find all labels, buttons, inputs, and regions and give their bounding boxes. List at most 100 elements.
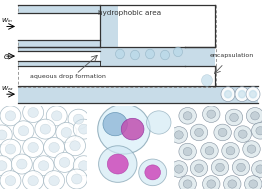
Circle shape	[23, 171, 43, 189]
Bar	[118, 5, 185, 46]
Circle shape	[222, 143, 239, 159]
Text: hydrophobic area: hydrophobic area	[99, 9, 162, 15]
Circle shape	[173, 47, 183, 57]
Circle shape	[230, 113, 238, 122]
Circle shape	[203, 106, 220, 122]
Circle shape	[251, 112, 259, 120]
Circle shape	[17, 159, 27, 169]
Circle shape	[226, 147, 235, 155]
Circle shape	[179, 176, 196, 189]
Circle shape	[195, 128, 203, 137]
Circle shape	[51, 111, 62, 121]
Bar	[185, 66, 215, 86]
Circle shape	[256, 127, 262, 135]
Circle shape	[252, 161, 262, 177]
Circle shape	[252, 122, 262, 139]
Text: $\mathit{W}_{ex}$: $\mathit{W}_{ex}$	[1, 84, 14, 93]
Circle shape	[59, 157, 70, 167]
Circle shape	[201, 143, 218, 159]
Circle shape	[244, 176, 262, 189]
Circle shape	[203, 176, 220, 189]
Circle shape	[183, 112, 192, 120]
Bar	[18, 46, 185, 66]
Circle shape	[54, 152, 75, 172]
Circle shape	[161, 50, 170, 60]
Circle shape	[23, 102, 43, 122]
Bar	[18, 5, 216, 87]
Circle shape	[223, 176, 241, 189]
Circle shape	[0, 130, 7, 140]
Circle shape	[246, 87, 260, 102]
Circle shape	[234, 126, 252, 143]
Circle shape	[232, 159, 250, 176]
Circle shape	[70, 141, 80, 151]
Circle shape	[190, 124, 208, 141]
Circle shape	[145, 49, 155, 59]
Bar	[18, 51, 100, 61]
Circle shape	[72, 174, 82, 184]
Circle shape	[201, 75, 212, 86]
Circle shape	[0, 161, 7, 171]
Circle shape	[35, 119, 56, 139]
Circle shape	[39, 161, 49, 171]
Bar	[185, 46, 215, 67]
Circle shape	[179, 108, 196, 124]
Circle shape	[225, 91, 232, 98]
Circle shape	[73, 119, 94, 139]
Circle shape	[28, 176, 39, 186]
Circle shape	[40, 124, 51, 134]
Circle shape	[66, 169, 87, 189]
Circle shape	[23, 137, 43, 157]
Circle shape	[183, 180, 192, 188]
Circle shape	[216, 163, 224, 172]
Circle shape	[256, 165, 262, 173]
Circle shape	[237, 163, 245, 172]
Circle shape	[68, 109, 89, 129]
Circle shape	[5, 176, 16, 186]
Circle shape	[174, 131, 183, 139]
Circle shape	[249, 91, 256, 98]
Bar	[185, 46, 215, 86]
Circle shape	[130, 50, 139, 60]
Circle shape	[174, 165, 183, 173]
Circle shape	[73, 156, 94, 176]
Circle shape	[214, 124, 231, 141]
Circle shape	[207, 180, 216, 188]
Circle shape	[170, 127, 188, 143]
Circle shape	[221, 87, 235, 102]
Circle shape	[211, 159, 229, 176]
Circle shape	[43, 137, 64, 157]
Circle shape	[98, 104, 150, 154]
Circle shape	[238, 130, 247, 138]
Circle shape	[5, 144, 16, 154]
Text: aqueous drop formation: aqueous drop formation	[30, 74, 106, 79]
Circle shape	[246, 108, 262, 124]
Circle shape	[116, 49, 124, 59]
Circle shape	[238, 91, 245, 98]
Circle shape	[49, 176, 59, 186]
Circle shape	[190, 160, 208, 177]
Circle shape	[28, 108, 39, 118]
Circle shape	[49, 143, 59, 152]
Circle shape	[56, 122, 77, 143]
Circle shape	[0, 125, 12, 145]
Text: $\mathit{W}_{in}$: $\mathit{W}_{in}$	[1, 16, 13, 25]
Circle shape	[205, 147, 214, 155]
Circle shape	[235, 87, 249, 102]
Circle shape	[46, 106, 67, 126]
Circle shape	[170, 161, 188, 177]
Text: $\mathit{O}$: $\mathit{O}$	[3, 52, 10, 61]
Circle shape	[0, 171, 21, 189]
Circle shape	[0, 156, 12, 176]
Circle shape	[139, 159, 167, 186]
Circle shape	[195, 164, 203, 172]
Bar	[100, 46, 185, 61]
Circle shape	[18, 126, 29, 136]
Circle shape	[228, 180, 237, 188]
Text: encapsulation: encapsulation	[210, 53, 254, 58]
Circle shape	[247, 145, 256, 153]
Circle shape	[103, 112, 127, 136]
Circle shape	[107, 154, 128, 174]
Circle shape	[99, 146, 137, 182]
Circle shape	[79, 124, 89, 134]
